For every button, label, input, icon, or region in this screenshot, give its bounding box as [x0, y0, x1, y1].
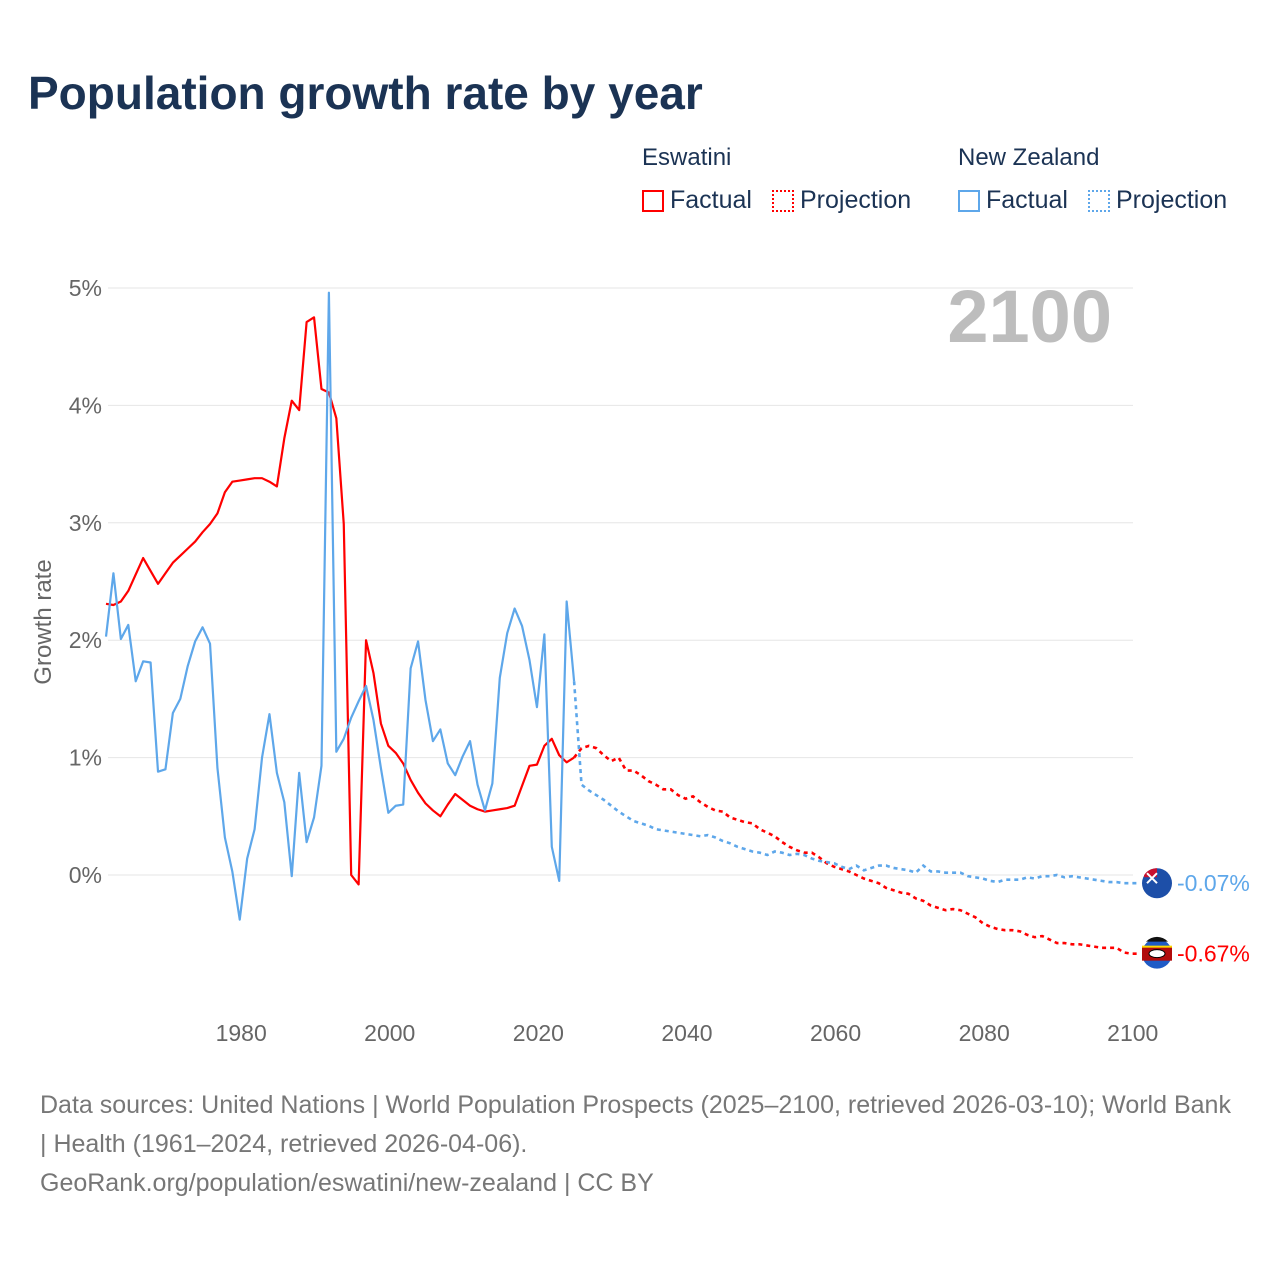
- legend-label: Factual: [986, 186, 1068, 214]
- new_zealand-factual-line: [104, 291, 576, 921]
- flag-stripe: [1142, 945, 1172, 948]
- y-axis-ticks: 0% 1% 2% 3% 4% 5%: [69, 275, 102, 888]
- eswatini-end-label: -0.67%: [1177, 941, 1250, 967]
- x-tick-label: 2060: [810, 1020, 861, 1046]
- y-tick-label: 1%: [69, 745, 102, 771]
- flag-top: [1146, 936, 1168, 942]
- legend-eswatini-factual[interactable]: Factual: [642, 186, 752, 215]
- year-watermark: 2100: [947, 275, 1112, 358]
- source-link[interactable]: GeoRank.org/population/eswatini/new-zeal…: [40, 1169, 654, 1197]
- x-tick-label: 2000: [364, 1020, 415, 1046]
- footer: Data sources: United Nations | World Pop…: [40, 1086, 1240, 1203]
- y-tick-label: 2%: [69, 627, 102, 653]
- data-sources: Data sources: United Nations | World Pop…: [40, 1091, 1231, 1158]
- legend-new-zealand-factual[interactable]: Factual: [958, 186, 1068, 215]
- legend-new-zealand-projection[interactable]: Projection: [1087, 186, 1228, 215]
- y-tick-label: 4%: [69, 392, 102, 418]
- x-tick-label: 2100: [1107, 1020, 1158, 1046]
- end-markers: -0.67% -0.07%: [1142, 868, 1250, 969]
- dotted-swatch-icon: [771, 189, 794, 212]
- x-tick-label: 2080: [959, 1020, 1010, 1046]
- legend-label: Projection: [799, 186, 912, 214]
- legend-label: Factual: [670, 186, 752, 214]
- legend-group-new-zealand: New Zealand Factual Projection: [958, 144, 1241, 215]
- eswatini-projection-line: [573, 744, 1139, 955]
- solid-swatch-icon: [958, 189, 980, 212]
- series-lines: [104, 291, 1139, 955]
- x-tick-label: 2020: [513, 1020, 564, 1046]
- legend-country-eswatini: Eswatini: [642, 144, 732, 171]
- flag-shield: [1148, 949, 1166, 959]
- dotted-swatch-icon: [1087, 189, 1110, 212]
- y-axis-title: Growth rate: [30, 559, 57, 684]
- new_zealand-projection-line: [572, 681, 1139, 885]
- solid-swatch-icon: [642, 189, 664, 212]
- flag-cross: [1146, 872, 1158, 884]
- gridlines: [108, 287, 1133, 876]
- x-tick-label: 2040: [661, 1020, 712, 1046]
- legend-group-eswatini: Eswatini Factual Projection: [642, 144, 925, 215]
- new_zealand-end-label: -0.07%: [1177, 870, 1250, 896]
- eswatini-flag-icon: [1142, 936, 1172, 969]
- y-tick-label: 5%: [69, 275, 102, 301]
- legend-eswatini-projection[interactable]: Projection: [771, 186, 912, 215]
- eswatini-factual-line: [105, 316, 575, 886]
- y-tick-label: 0%: [69, 862, 102, 888]
- flag-canton: [1144, 868, 1157, 878]
- new_zealand-flag-icon: [1142, 868, 1172, 899]
- chart-title: Population growth rate by year: [28, 67, 703, 119]
- x-tick-label: 1980: [216, 1020, 267, 1046]
- legend-country-new-zealand: New Zealand: [958, 144, 1100, 171]
- y-tick-label: 3%: [69, 510, 102, 536]
- x-axis-ticks: 1980 2000 2020 2040 2060 2080 2100: [216, 1020, 1159, 1046]
- legend-label: Projection: [1115, 186, 1228, 214]
